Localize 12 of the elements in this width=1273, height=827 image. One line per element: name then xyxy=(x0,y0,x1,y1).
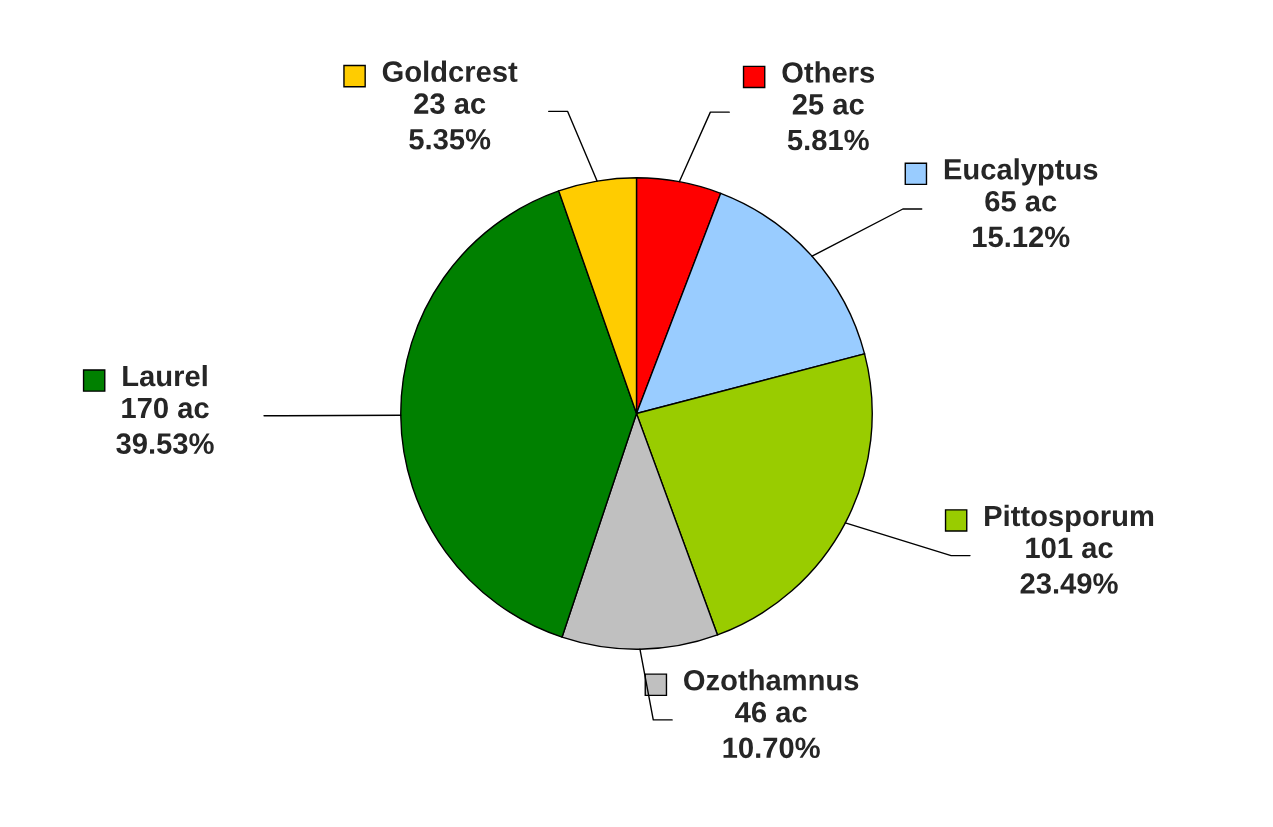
legend-label: Pittosporum xyxy=(985,504,1154,533)
legend-label: Ozothamnus xyxy=(684,669,859,691)
data-label: 170 ac 39.53% xyxy=(116,397,214,454)
legend-label: Others xyxy=(782,61,875,83)
data-label: 46 ac 10.70% xyxy=(723,701,820,759)
legend-label: Laurel xyxy=(123,364,207,387)
legend-label: Eucalyptus xyxy=(944,158,1098,186)
data-label: 25 ac 5.81% xyxy=(787,94,869,151)
data-label: 101 ac 23.49% xyxy=(1020,537,1118,594)
legend-label: Goldcrest xyxy=(382,60,518,83)
data-label: 23 ac 5.35% xyxy=(409,93,491,150)
data-label: 65 ac 15.12% xyxy=(973,190,1070,248)
